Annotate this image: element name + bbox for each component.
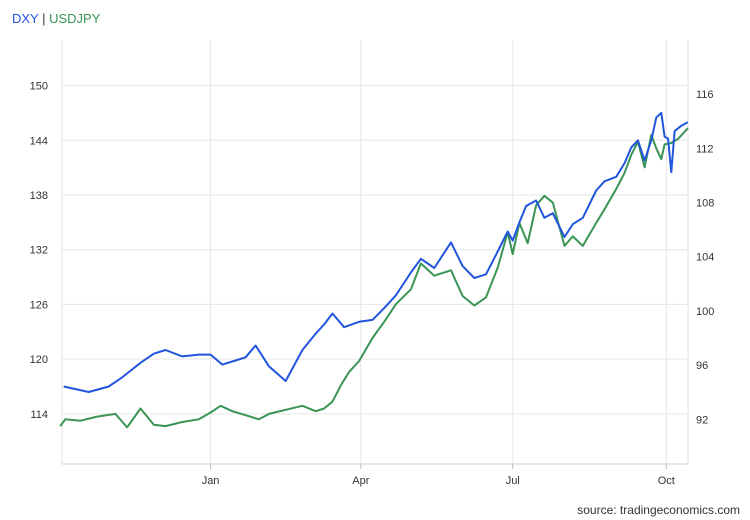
- x-tick-label: Jul: [506, 475, 520, 487]
- series: [59, 111, 689, 429]
- y-left-tick-label: 126: [30, 299, 48, 311]
- x-tick-label: Jan: [202, 475, 220, 487]
- series-line-usdjpy: [59, 127, 689, 429]
- y-left-tick-label: 114: [30, 409, 48, 421]
- x-tick-label: Apr: [352, 475, 369, 487]
- y-right-tick-label: 100: [696, 306, 714, 318]
- y-right-tick-label: 116: [696, 89, 714, 101]
- grid: [62, 40, 688, 464]
- legend-entry-usdjpy[interactable]: USDJPY: [49, 11, 101, 26]
- y-right-tick-label: 108: [696, 198, 714, 210]
- chart-legend: DXY | USDJPY: [12, 11, 100, 26]
- y-left-tick-label: 132: [30, 245, 48, 257]
- x-tick-label: Oct: [658, 475, 675, 487]
- legend-separator: |: [38, 11, 50, 26]
- y-right-tick-label: 104: [696, 252, 714, 264]
- y-left-tick-label: 150: [30, 81, 48, 93]
- tick-labels: 114 120 126 132 138 144 150 92 96 100 104 108 112 116…: [30, 81, 715, 487]
- legend-entry-dxy[interactable]: DXY: [12, 11, 39, 26]
- y-left-tick-label: 138: [30, 190, 48, 202]
- y-left-tick-label: 144: [30, 135, 48, 147]
- y-right-tick-label: 96: [696, 360, 708, 372]
- y-right-tick-label: 112: [696, 143, 714, 155]
- series-line-dxy: [63, 111, 689, 393]
- axes: [61, 40, 689, 469]
- y-right-tick-label: 92: [696, 414, 708, 426]
- y-left-tick-label: 120: [30, 354, 48, 366]
- source-credit[interactable]: source: tradingeconomics.com: [577, 503, 740, 517]
